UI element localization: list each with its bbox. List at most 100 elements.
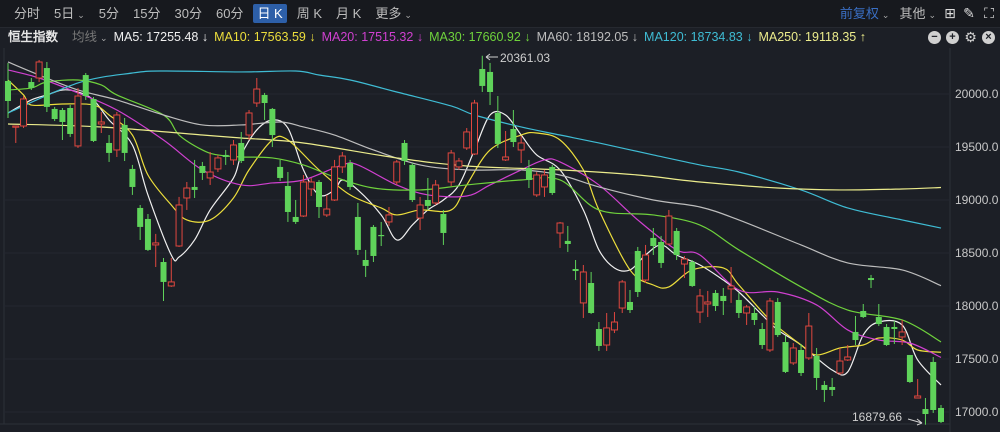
arrow-up-icon: ↑ [859, 30, 866, 44]
chevron-down-icon: ⌄ [881, 10, 890, 20]
candle-down [277, 159, 284, 181]
candle-down [938, 405, 944, 424]
candle-down [59, 107, 66, 141]
candle-body [487, 71, 494, 92]
candle-body [517, 142, 525, 151]
settings-icon[interactable]: ⚙ [964, 29, 977, 45]
candle-body [370, 226, 377, 256]
candle-up [183, 181, 191, 210]
candle-body [401, 142, 408, 161]
layout-grid-icon[interactable]: ⊞ [944, 5, 956, 21]
candle-up [307, 177, 315, 196]
period-tab-daily[interactable]: 日 K [253, 4, 287, 23]
candle-body [299, 181, 307, 217]
candle-body [642, 254, 650, 281]
other-dropdown[interactable]: 其他 ⌄ [899, 4, 936, 23]
candle-up [214, 154, 222, 173]
candle-body [229, 144, 237, 161]
candle-down [572, 259, 579, 281]
period-tab-30min[interactable]: 30分 [174, 6, 202, 21]
candle-up [12, 125, 20, 143]
candle-body [650, 237, 657, 247]
candle-body [167, 281, 175, 287]
period-tab-monthly[interactable]: 月 K [336, 6, 362, 21]
candle-down [689, 259, 696, 287]
fullscreen-icon[interactable]: ⛶ [984, 5, 994, 21]
candle-body [113, 114, 121, 151]
period-tab-60min[interactable]: 60分 [215, 6, 244, 21]
candle-body [137, 207, 144, 227]
ma250-label: MA250: 19118.35 ↑ [758, 28, 866, 47]
candle-up [556, 221, 564, 248]
y-tick-label: 19500.0 [955, 140, 999, 154]
candle-body [238, 142, 245, 161]
candle-up [603, 312, 611, 351]
candle-up [229, 140, 237, 165]
candle-down [712, 289, 719, 311]
candle-up [704, 290, 712, 318]
period-tab-5min[interactable]: 5分 [98, 6, 120, 21]
candle-body [665, 215, 673, 245]
candle-body [860, 310, 867, 318]
draw-pen-icon[interactable]: ✎ [963, 5, 975, 21]
candle-body [416, 204, 424, 219]
ma60-label: MA60: 18192.05 ↓ [537, 28, 638, 47]
candle-up [540, 169, 548, 197]
candle-up [385, 206, 393, 226]
period-more-dropdown[interactable]: 更多 ⌄ [371, 4, 416, 23]
ma-value: MA30: 17660.92 [429, 30, 521, 44]
candle-body [43, 68, 50, 107]
candle-up [245, 110, 253, 141]
candle-body [214, 157, 222, 170]
candle-down [751, 306, 758, 325]
candle-down [440, 209, 447, 245]
candle-down [129, 164, 136, 195]
candle-body [595, 329, 602, 346]
candle-body [627, 301, 633, 311]
toolbar: 分时 5日 ⌄ 5分 15分 30分 60分 日 K 周 K 月 K 更多 ⌄ 前复… [0, 0, 1000, 28]
candle-down [479, 55, 486, 92]
period-tab-weekly[interactable]: 周 K [296, 6, 323, 21]
candle-down [238, 131, 245, 164]
candle-down [494, 96, 501, 148]
period-tab-intraday[interactable]: 分时 [14, 6, 41, 21]
candle-down [160, 257, 167, 302]
adjust-dropdown[interactable]: 前复权 ⌄ [840, 4, 890, 23]
candle-up [253, 77, 261, 107]
candle-up [338, 151, 346, 173]
candle-down [347, 159, 354, 190]
candle-body [572, 269, 579, 272]
zoom-out-icon[interactable]: − [928, 31, 941, 44]
candle-body [883, 326, 890, 346]
ma120-line [7, 70, 942, 229]
candle-body [610, 321, 618, 331]
candle-down [588, 271, 595, 314]
candle-body [447, 152, 455, 183]
close-icon[interactable]: × [982, 31, 995, 44]
zoom-in-icon[interactable]: + [946, 31, 959, 44]
index-name: 恒生指数 [8, 30, 59, 44]
candle-down [782, 335, 789, 373]
candle-down [891, 320, 898, 344]
candle-up [696, 288, 704, 323]
period-tab-5day[interactable]: 5日 ⌄ [50, 4, 89, 23]
candle-body [20, 98, 28, 127]
candle-up [789, 342, 797, 365]
candle-down [378, 221, 385, 247]
ma-selector[interactable]: 均线 ⌄ [72, 28, 108, 47]
candle-body [930, 361, 937, 410]
ma5-label: MA5: 17255.48 ↓ [114, 28, 209, 47]
ma20-label: MA20: 17515.32 ↓ [322, 28, 423, 47]
candle-body [938, 407, 944, 422]
candle-body [914, 395, 922, 399]
period-tab-15min[interactable]: 15分 [133, 6, 161, 21]
candle-up [517, 135, 525, 164]
candle-down [774, 297, 781, 337]
candle-down [852, 315, 859, 346]
candle-body [183, 187, 191, 199]
candle-down [121, 117, 128, 161]
ma-value: MA250: 19118.35 [758, 30, 857, 44]
candle-down [720, 287, 727, 316]
arrow-down-icon: ↓ [524, 30, 531, 44]
